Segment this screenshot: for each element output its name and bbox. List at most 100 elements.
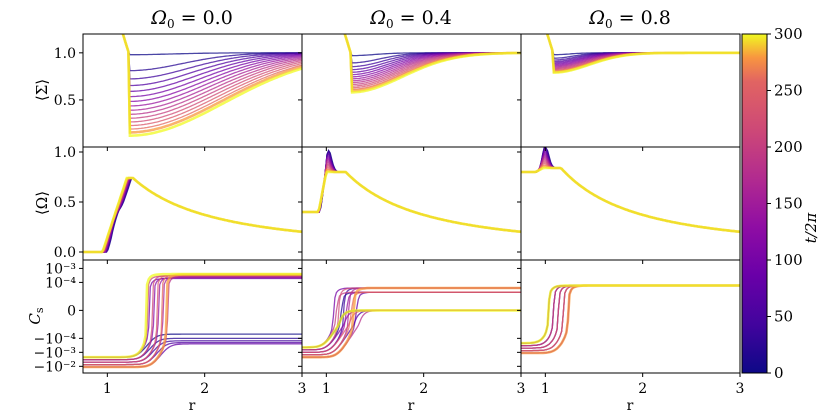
curve-r1-c2-t13: [521, 164, 740, 233]
column-title-0: Ω0 = 0.0: [150, 7, 233, 31]
ylabel-sigma: ⟨Σ⟩: [33, 79, 51, 101]
curve-r2-c0-t5: [83, 277, 302, 358]
curve-r0-c0-t3: [122, 34, 302, 87]
ytick-label-r0-0: 0.5: [54, 93, 76, 109]
curve-r0-c0-t9: [122, 34, 302, 115]
colorbar-tick-label-2: 100: [774, 251, 803, 269]
xtick-label-c1-1: 2: [419, 381, 428, 397]
curve-r0-c0-t7: [122, 34, 302, 107]
curve-r2-c0-t4: [83, 343, 302, 368]
colorbar-ticks: 0 50 100 150 200 250 300: [767, 25, 803, 382]
curve-r2-c0-t12: [83, 274, 302, 363]
curve-r2-c0-t7: [83, 276, 302, 363]
xlabel-c2: r: [627, 398, 634, 414]
curve-r2-c2-t6: [521, 284, 740, 347]
curve-r1-c2-t14: [521, 165, 740, 234]
column-title-2: Ω0 = 0.8: [588, 7, 671, 31]
curve-r0-c0-t10: [122, 34, 302, 119]
xtick-label-c0-1: 2: [200, 381, 209, 397]
curve-r2-c2-t9: [521, 284, 740, 354]
curve-r2-c2-t8: [521, 284, 740, 352]
ytick-label-r2-5: −10⁻²: [33, 359, 76, 375]
curve-r2-c2-t1: [521, 284, 740, 347]
curve-r1-c2-t15: [521, 166, 740, 234]
curve-r1-c2-t0: [521, 147, 740, 233]
curve-r1-c1-t2: [302, 149, 521, 233]
curve-r0-c1-t15: [343, 34, 521, 94]
curve-r0-c0-t8: [122, 34, 302, 111]
curve-r0-c0-t12: [122, 34, 302, 127]
ytick-label-r1-1: 0.5: [54, 195, 76, 211]
curve-r1-c2-t6: [521, 151, 740, 233]
curve-r1-c1-t15: [302, 170, 521, 234]
colorbar-tick-label-5: 250: [774, 82, 803, 100]
curve-r2-c0-t3: [83, 341, 302, 366]
xtick-label-c2-1: 2: [638, 381, 647, 397]
curve-r2-c2-t11: [521, 284, 740, 347]
ytick-label-r2-4: −10⁻³: [33, 345, 76, 361]
xtick-label-c2-2: 3: [736, 381, 745, 397]
ytick-label-r2-3: −10⁻⁴: [33, 331, 76, 347]
curve-r0-c0-t6: [122, 34, 302, 103]
curve-r2-c2-t12: [521, 284, 740, 349]
curve-r1-c1-t4: [302, 153, 521, 233]
curve-r2-c1-t15: [302, 309, 521, 349]
xtick-label-c1-2: 3: [517, 381, 526, 397]
curve-r2-c0-t11: [83, 274, 302, 361]
curve-r1-c1-t1: [302, 149, 521, 233]
column-title-1: Ω0 = 0.4: [369, 7, 452, 31]
curve-r2-c2-t14: [521, 284, 740, 355]
curve-r2-c2-t4: [521, 284, 740, 354]
curve-r1-c1-t7: [302, 158, 521, 233]
curve-r2-c2-t3: [521, 284, 740, 352]
curve-r0-c0-t0: [122, 34, 302, 56]
curve-r0-c0-t13: [122, 34, 302, 130]
ylabel-cs: Cs: [26, 307, 46, 324]
curve-r1-c1-t3: [302, 151, 521, 233]
curve-r1-c2-t1: [521, 147, 740, 233]
curve-r0-c0-t4: [122, 34, 302, 93]
curve-r0-c0-t2: [122, 34, 302, 80]
curve-r2-c0-t0: [83, 333, 302, 358]
curve-r2-c2-t13: [521, 284, 740, 352]
curve-r1-c1-t12: [302, 166, 521, 233]
curve-r1-c0-t15: [83, 176, 302, 254]
panel-frame-r1-c0: [82, 146, 303, 261]
curve-r2-c0-t8: [83, 276, 302, 366]
ytick-label-r2-0: 10⁻³: [45, 261, 76, 277]
curve-r2-c2-t10: [521, 284, 740, 344]
curve-r1-c2-t12: [521, 162, 740, 233]
panel-frame-r0-c2: [520, 33, 741, 148]
curve-r1-c2-t10: [521, 158, 740, 233]
ytick-label-r2-2: 0: [67, 303, 76, 319]
curve-r0-c0-t15: [121, 34, 302, 137]
curve-r1-c2-t5: [521, 149, 740, 233]
curve-r2-c0-t15: [83, 272, 302, 359]
curve-r2-c2-t5: [521, 284, 740, 344]
ylabel-omega: ⟨Ω⟩: [33, 191, 51, 215]
xtick-label-c1-0: 1: [322, 381, 331, 397]
colorbar-tick-label-3: 150: [774, 195, 803, 213]
curve-r0-c0-t1: [122, 34, 302, 72]
curve-r1-c1-t10: [302, 162, 521, 233]
xtick-label-c0-2: 3: [298, 381, 307, 397]
curve-r0-c0-t14: [121, 34, 302, 134]
ytick-label-r1-2: 1.0: [54, 145, 76, 161]
panel-frame-r1-c2: [520, 146, 741, 261]
curve-r1-c1-t0: [302, 149, 521, 233]
ytick-label-r0-1: 1.0: [54, 46, 76, 62]
colorbar-tick-label-4: 200: [774, 138, 803, 156]
curve-r2-c1-t14: [302, 286, 521, 359]
curve-r1-c1-t11: [302, 164, 521, 233]
curve-r2-c2-t15: [521, 284, 740, 345]
xlabel-c0: r: [189, 398, 196, 414]
curve-r0-c0-t5: [122, 34, 302, 98]
curve-r2-c0-t14: [83, 273, 302, 369]
curve-r2-c0-t13: [83, 274, 302, 366]
curve-r1-c2-t11: [521, 160, 740, 233]
colorbar-tick-label-1: 50: [774, 308, 793, 326]
ytick-label-r1-0: 0.0: [54, 245, 76, 261]
curve-r1-c1-t13: [302, 167, 521, 233]
curve-r0-c2-t15: [545, 34, 740, 74]
curve-r2-c0-t10: [83, 275, 302, 358]
